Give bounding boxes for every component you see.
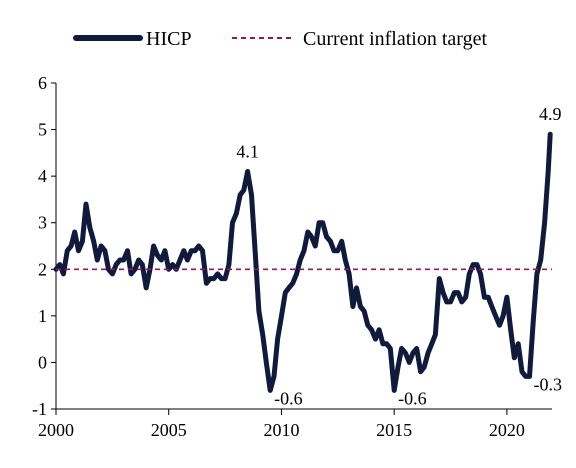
y-tick-label: 4 [38, 166, 47, 186]
x-tick-label: 2015 [376, 420, 412, 440]
y-tick-label: -1 [32, 399, 47, 419]
x-axis-ticks: 2000 2005 2010 2015 2020 [38, 409, 525, 440]
data-label: -0.3 [533, 374, 562, 394]
data-label: -0.6 [398, 388, 427, 408]
x-tick-label: 2020 [489, 420, 525, 440]
annotations: 4.1 -0.6 -0.6 -0.3 4.9 [236, 104, 562, 408]
y-tick-label: 5 [38, 120, 47, 140]
y-tick-label: 3 [38, 213, 47, 233]
series-layer [53, 131, 553, 393]
y-tick-label: 1 [38, 306, 47, 326]
axes [55, 83, 552, 410]
data-label: 4.1 [236, 141, 259, 161]
x-tick-label: 2005 [151, 420, 187, 440]
x-tick-label: 2010 [263, 420, 299, 440]
legend-target-label: Current inflation target [303, 28, 487, 50]
legend-hicp-label: HICP [146, 28, 192, 50]
y-axis-ticks: -1 0 1 2 3 4 5 6 [32, 73, 56, 419]
series-line-hicp [53, 131, 553, 393]
x-tick-label: 2000 [38, 420, 74, 440]
data-label: 4.9 [539, 104, 562, 124]
data-label: -0.6 [274, 388, 303, 408]
y-tick-label: 6 [38, 73, 47, 93]
legend: HICP Current inflation target [73, 28, 487, 50]
y-tick-label: 0 [38, 352, 47, 372]
y-tick-label: 2 [38, 259, 47, 279]
